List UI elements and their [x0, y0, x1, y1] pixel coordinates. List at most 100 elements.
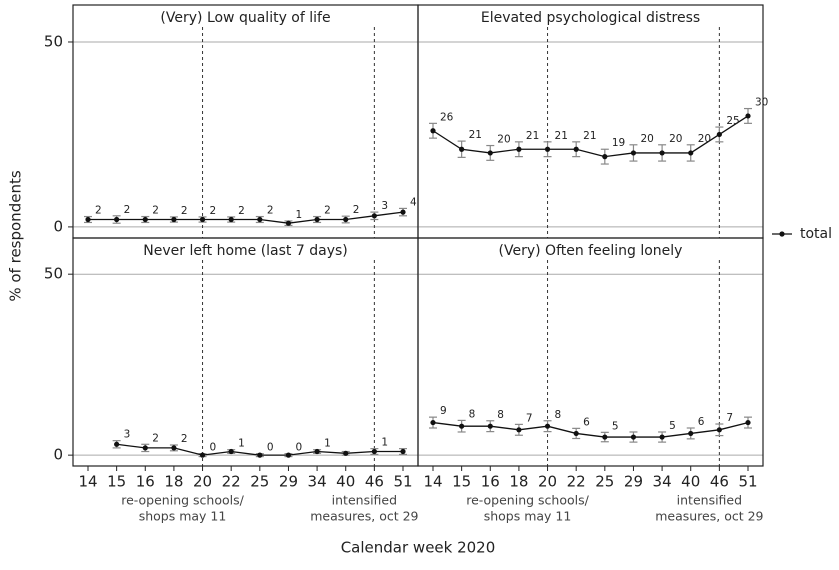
point	[400, 448, 406, 455]
value-label: 20	[669, 133, 682, 145]
panel-border	[417, 4, 764, 239]
point	[228, 448, 234, 455]
point	[400, 209, 406, 215]
point	[602, 154, 608, 160]
value-label: 2	[124, 204, 131, 216]
point	[745, 113, 751, 119]
point	[487, 423, 493, 429]
x-tick-label: 18	[164, 473, 183, 491]
x-tick-label: 15	[107, 473, 126, 491]
value-label: 7	[526, 412, 533, 424]
value-label: 2	[181, 433, 188, 445]
value-label: 1	[295, 209, 302, 221]
annotation: intensified	[677, 493, 742, 508]
x-tick-label: 16	[136, 473, 155, 491]
point	[459, 423, 465, 429]
y-tick-label: 50	[44, 265, 63, 283]
value-label: 0	[267, 442, 274, 454]
point	[314, 448, 320, 455]
value-label: 2	[152, 432, 159, 444]
point	[487, 150, 493, 156]
point	[371, 448, 377, 455]
value-label: 8	[469, 408, 476, 420]
x-tick-label: 40	[336, 473, 355, 491]
strip-title: Never left home (last 7 days)	[143, 243, 347, 259]
y-axis-title: % of respondents	[7, 170, 25, 301]
value-label: 19	[612, 137, 625, 149]
point	[659, 434, 665, 440]
x-tick-label: 51	[738, 473, 757, 491]
annotation: measures, oct 29	[655, 509, 763, 524]
point	[516, 427, 522, 433]
point	[688, 150, 694, 156]
x-tick-label: 46	[365, 473, 384, 491]
value-label: 0	[295, 442, 302, 454]
point	[114, 216, 120, 223]
annotation: intensified	[332, 493, 397, 508]
legend-point	[779, 231, 785, 237]
x-tick-label: 14	[423, 473, 442, 491]
value-label: 2	[267, 205, 274, 217]
point	[199, 216, 206, 223]
point	[630, 434, 637, 440]
point	[573, 430, 579, 437]
point	[716, 131, 722, 138]
point	[314, 216, 320, 223]
annotation: measures, oct 29	[310, 509, 418, 524]
strip-title: Elevated psychological distress	[481, 10, 700, 26]
value-label: 2	[238, 205, 245, 217]
point	[430, 419, 436, 426]
value-label: 7	[726, 412, 733, 424]
value-label: 4	[410, 196, 417, 208]
x-tick-label: 25	[595, 473, 614, 491]
value-label: 26	[440, 111, 454, 123]
value-label: 21	[555, 130, 568, 142]
value-label: 21	[583, 130, 596, 142]
point	[371, 213, 377, 219]
x-tick-label: 20	[193, 473, 212, 491]
point	[285, 220, 292, 226]
value-label: 9	[440, 405, 447, 417]
point	[257, 216, 263, 223]
value-label: 2	[181, 205, 188, 217]
x-tick-label: 14	[78, 473, 97, 491]
value-label: 1	[381, 437, 388, 449]
line	[432, 115, 749, 158]
x-tick-label: 15	[452, 473, 471, 491]
x-tick-label: 29	[279, 473, 298, 491]
value-label: 21	[469, 129, 482, 141]
annotation: re-opening schools/	[466, 493, 589, 508]
value-label: 3	[381, 200, 388, 212]
line	[432, 421, 749, 438]
point	[516, 146, 522, 152]
value-label: 25	[726, 115, 739, 127]
x-tick-label: 25	[250, 473, 269, 491]
annotation: shops may 11	[139, 509, 227, 524]
point	[171, 445, 177, 451]
value-label: 2	[152, 205, 159, 217]
value-label: 30	[755, 97, 768, 109]
line	[88, 211, 404, 224]
x-tick-label: 29	[624, 473, 643, 491]
x-axis-title: Calendar week 2020	[341, 539, 496, 557]
point	[659, 150, 665, 156]
value-label: 1	[238, 438, 245, 450]
value-label: 2	[353, 204, 360, 216]
value-label: 3	[124, 429, 131, 441]
value-label: 20	[497, 134, 510, 146]
point	[688, 430, 694, 437]
x-tick-label: 34	[653, 473, 672, 491]
legend-label: total	[800, 226, 832, 242]
point	[544, 423, 551, 429]
value-label: 2	[210, 205, 217, 217]
point	[573, 146, 579, 152]
point	[745, 419, 751, 426]
value-label: 0	[210, 442, 217, 454]
x-tick-label: 46	[710, 473, 729, 491]
point	[630, 150, 637, 156]
x-tick-label: 18	[509, 473, 528, 491]
value-label: 5	[669, 420, 676, 432]
x-tick-label: 40	[681, 473, 700, 491]
point	[171, 216, 177, 223]
